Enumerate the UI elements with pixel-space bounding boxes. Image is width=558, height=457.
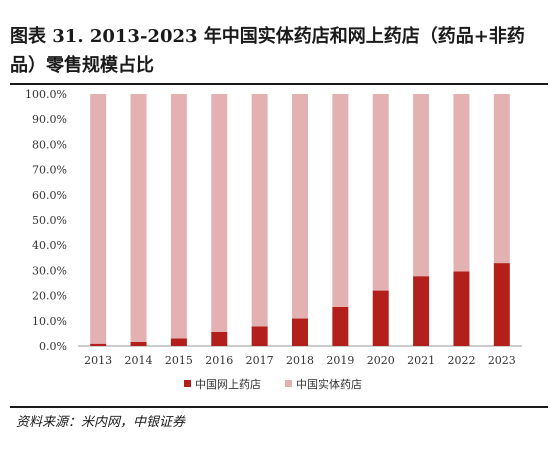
- bar-online-pharmacy: [211, 331, 228, 346]
- chart-title: 图表 31. 2013-2023 年中国实体药店和网上药店（药品+非药品）零售规…: [10, 26, 525, 76]
- bar-online-pharmacy: [413, 276, 430, 346]
- legend-label-physical: 中国实体药店: [296, 377, 362, 391]
- bar-online-pharmacy: [130, 341, 147, 346]
- y-tick-label: 30.0%: [32, 264, 67, 277]
- legend-label-online: 中国网上药店: [195, 377, 261, 391]
- y-tick-label: 50.0%: [32, 214, 67, 227]
- bar-online-pharmacy: [251, 326, 268, 346]
- bar-physical-pharmacy: [292, 94, 308, 319]
- x-tick-label: 2021: [407, 354, 435, 367]
- y-tick-label: 60.0%: [32, 189, 67, 202]
- y-tick-label: 10.0%: [32, 315, 67, 328]
- bar-physical-pharmacy: [493, 94, 510, 264]
- title-rule: [10, 83, 548, 85]
- bar-physical-pharmacy: [453, 94, 470, 272]
- bars: [90, 94, 510, 346]
- bar-physical-pharmacy: [211, 94, 228, 332]
- x-axis-ticks: 2013 2014 2015 2016 2017 2018 2019 2020 2021 2022…: [84, 354, 516, 367]
- bar-physical-pharmacy: [130, 94, 147, 342]
- bar-online-pharmacy: [292, 318, 308, 346]
- bar-online-pharmacy: [170, 338, 187, 346]
- y-tick-label: 100.0%: [25, 88, 67, 101]
- x-tick-label: 2014: [125, 354, 153, 367]
- y-tick-label: 70.0%: [32, 164, 67, 177]
- y-tick-label: 40.0%: [32, 239, 67, 252]
- legend: 中国网上药店 中国实体药店: [184, 377, 362, 391]
- y-axis-ticks: 0.0% 10.0% 20.0% 30.0% 40.0% 50.0% 60.0% 70.0% 8…: [25, 88, 67, 353]
- x-tick-label: 2022: [447, 354, 475, 367]
- bar-online-pharmacy: [332, 306, 349, 346]
- x-tick-label: 2013: [84, 354, 112, 367]
- y-tick-label: 0.0%: [39, 340, 67, 353]
- x-tick-label: 2020: [367, 354, 395, 367]
- bar-physical-pharmacy: [413, 94, 430, 277]
- x-tick-label: 2016: [205, 354, 233, 367]
- bar-physical-pharmacy: [90, 94, 107, 344]
- source-note: 资料来源：米内网，中银证券: [16, 415, 186, 430]
- bar-online-pharmacy: [453, 271, 470, 346]
- legend-swatch-physical: [285, 380, 292, 387]
- bar-physical-pharmacy: [332, 94, 349, 307]
- bar-physical-pharmacy: [251, 94, 268, 327]
- x-tick-label: 2019: [326, 354, 354, 367]
- source-rule: [10, 406, 548, 408]
- bar-online-pharmacy: [372, 290, 389, 346]
- bar-online-pharmacy: [493, 263, 510, 346]
- x-tick-label: 2017: [246, 354, 274, 367]
- y-tick-label: 90.0%: [32, 113, 67, 126]
- x-tick-label: 2018: [286, 354, 314, 367]
- y-tick-label: 20.0%: [32, 290, 67, 303]
- y-tick-label: 80.0%: [32, 138, 67, 151]
- x-tick-label: 2015: [165, 354, 193, 367]
- legend-swatch-online: [184, 380, 191, 387]
- bar-physical-pharmacy: [372, 94, 389, 291]
- bar-physical-pharmacy: [170, 94, 187, 339]
- x-tick-label: 2023: [488, 354, 516, 367]
- bar-online-pharmacy: [90, 343, 107, 346]
